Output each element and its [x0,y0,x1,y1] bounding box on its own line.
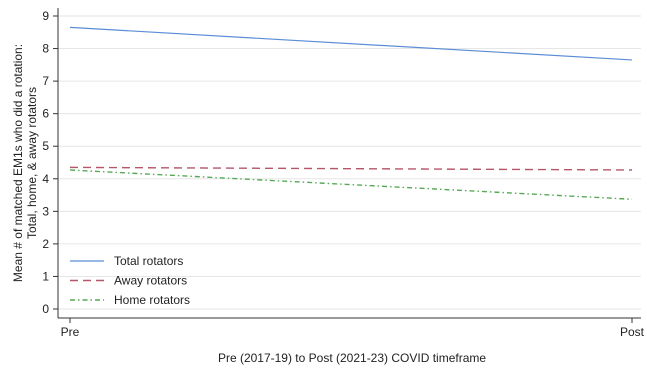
y-ticks: 0 1 2 3 4 5 6 7 8 9 [42,9,58,316]
legend-label-home-rotators: Home rotators [114,293,190,307]
x-axis-title: Pre (2017-19) to Post (2021-23) COVID ti… [218,351,486,365]
series-line-total-rotators [69,26,633,61]
gridlines [58,15,641,310]
y-tick-label: 5 [42,139,49,153]
legend: Total rotators Away rotators Home rotators [70,254,190,307]
y-tick-label: 1 [42,269,49,283]
y-tick-label: 3 [42,204,49,218]
legend-label-away-rotators: Away rotators [114,274,187,288]
y-axis-title-line-2: Total, home, & away rotators [25,87,39,239]
x-ticks: Pre Post [61,318,645,339]
y-axis-title: Mean # of matched EM1s who did a rotatio… [11,44,39,282]
y-tick-label: 8 [42,42,49,56]
series-line-away-rotators [69,166,633,171]
y-tick-label: 2 [42,237,49,251]
legend-label-total-rotators: Total rotators [114,254,183,268]
y-tick-label: 7 [42,74,49,88]
series-lines [69,26,633,200]
y-tick-label: 6 [42,107,49,121]
x-tick-label: Pre [61,325,80,339]
y-tick-label: 4 [42,172,49,186]
y-tick-label: 0 [42,302,49,316]
x-tick-label: Post [620,325,645,339]
y-axis-title-line-1: Mean # of matched EM1s who did a rotatio… [11,44,25,282]
plot-area [58,8,641,318]
y-tick-label: 9 [42,9,49,23]
